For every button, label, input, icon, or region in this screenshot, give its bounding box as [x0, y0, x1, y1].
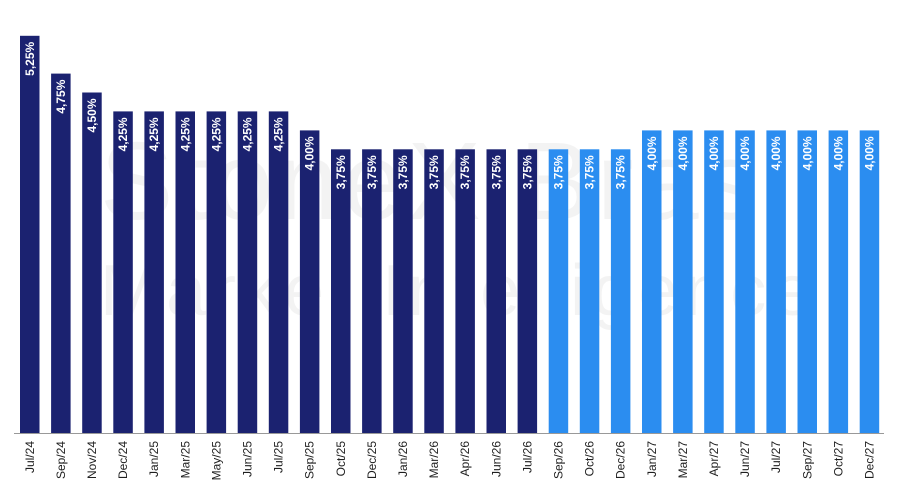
x-tick-label: Oct/26	[583, 441, 597, 477]
x-tick-labels-group: Jul/24 Sep/24 Nov/24 Dec/24 Jan/25 Mar/25 May/…	[23, 441, 877, 481]
bar	[610, 149, 631, 434]
bar	[51, 73, 71, 433]
x-tick-label: Jul/24	[23, 441, 37, 473]
x-tick-label: Apr/26	[458, 441, 472, 477]
x-tick-label: May/25	[209, 441, 223, 481]
bar	[704, 130, 724, 433]
bar	[859, 130, 880, 433]
bar-value-label: 3,75%	[365, 155, 379, 189]
bar	[20, 35, 40, 434]
bar	[766, 130, 786, 433]
x-tick-label: Sep/27	[800, 441, 814, 479]
x-tick-label: Jan/27	[645, 441, 659, 477]
bar	[362, 149, 382, 434]
x-tick-label: Dec/24	[116, 441, 130, 479]
bar	[299, 130, 320, 433]
bar-value-label: 4,25%	[209, 117, 223, 151]
bar	[642, 130, 662, 433]
bar-value-label: 4,00%	[707, 136, 721, 170]
bar-value-label: 5,25%	[23, 41, 37, 75]
x-tick-label: Jul/25	[272, 441, 286, 473]
bar-value-label: 4,00%	[676, 136, 690, 170]
bar	[113, 111, 133, 434]
x-tick-label: Dec/25	[365, 441, 379, 479]
x-tick-label: Jan/25	[147, 441, 161, 477]
bar-value-label: 4,00%	[800, 136, 814, 170]
x-tick-label: Sep/25	[303, 441, 317, 479]
bar-value-label: 4,50%	[85, 98, 99, 132]
x-tick-label: Oct/25	[334, 441, 348, 477]
x-tick-label: Jul/26	[520, 441, 534, 473]
bar	[175, 111, 195, 434]
bar-value-label: 4,00%	[738, 136, 752, 170]
bar-labels-group: 5,25% 4,75% 4,50% 4,25% 4,25% 4,25% 4,25% 4,25%…	[23, 41, 877, 189]
bar-value-label: 3,75%	[583, 155, 597, 189]
bar	[237, 111, 258, 434]
bar-value-label: 3,75%	[489, 155, 503, 189]
x-tick-label: Mar/25	[178, 441, 192, 479]
bar-value-label: 4,25%	[241, 117, 255, 151]
bar	[548, 149, 569, 434]
bar-value-label: 4,00%	[645, 136, 659, 170]
bar-value-label: 3,75%	[396, 155, 410, 189]
x-tick-label: Sep/26	[552, 441, 566, 479]
bar	[144, 111, 164, 434]
bar	[424, 149, 444, 434]
bar	[331, 149, 351, 434]
bar-value-label: 3,75%	[427, 155, 441, 189]
bar-value-label: 3,75%	[520, 155, 534, 189]
bar-value-label: 3,75%	[334, 155, 348, 189]
x-tick-label: Jul/27	[769, 441, 783, 473]
bar-value-label: 4,25%	[272, 117, 286, 151]
bars-group	[20, 35, 880, 434]
bar	[82, 92, 102, 433]
bar-value-label: 3,75%	[614, 155, 628, 189]
x-tick-label: Jun/25	[241, 441, 255, 477]
bar	[393, 149, 413, 434]
x-tick-label: Mar/27	[676, 441, 690, 479]
bar-value-label: 4,00%	[863, 136, 877, 170]
bar	[268, 111, 289, 434]
bar	[517, 149, 538, 434]
x-tick-label: Jun/26	[489, 441, 503, 477]
bar-value-label: 4,75%	[54, 79, 68, 113]
bar-value-label: 4,25%	[147, 117, 161, 151]
x-tick-label: Jan/26	[396, 441, 410, 477]
x-tick-label: Nov/24	[85, 441, 99, 479]
bar	[579, 149, 600, 434]
x-tick-label: Oct/27	[831, 441, 845, 477]
bar	[455, 149, 475, 434]
x-tick-label: Jun/27	[738, 441, 752, 477]
bar	[486, 149, 506, 434]
x-tick-label: Dec/27	[863, 441, 877, 479]
bar-value-label: 4,00%	[831, 136, 845, 170]
bar-value-label: 3,75%	[552, 155, 566, 189]
bar-value-label: 4,25%	[116, 117, 130, 151]
bar-value-label: 4,00%	[303, 136, 317, 170]
bar-value-label: 4,25%	[178, 117, 192, 151]
bar	[797, 130, 817, 433]
x-tick-label: Sep/24	[54, 441, 68, 479]
bar	[735, 130, 755, 433]
bar	[206, 111, 227, 434]
bar-value-label: 4,00%	[769, 136, 783, 170]
bar-value-label: 3,75%	[458, 155, 472, 189]
x-tick-label: Apr/27	[707, 441, 721, 477]
x-tick-label: Mar/26	[427, 441, 441, 479]
bar	[673, 130, 693, 433]
bar	[828, 130, 849, 433]
x-tick-label: Dec/26	[614, 441, 628, 479]
